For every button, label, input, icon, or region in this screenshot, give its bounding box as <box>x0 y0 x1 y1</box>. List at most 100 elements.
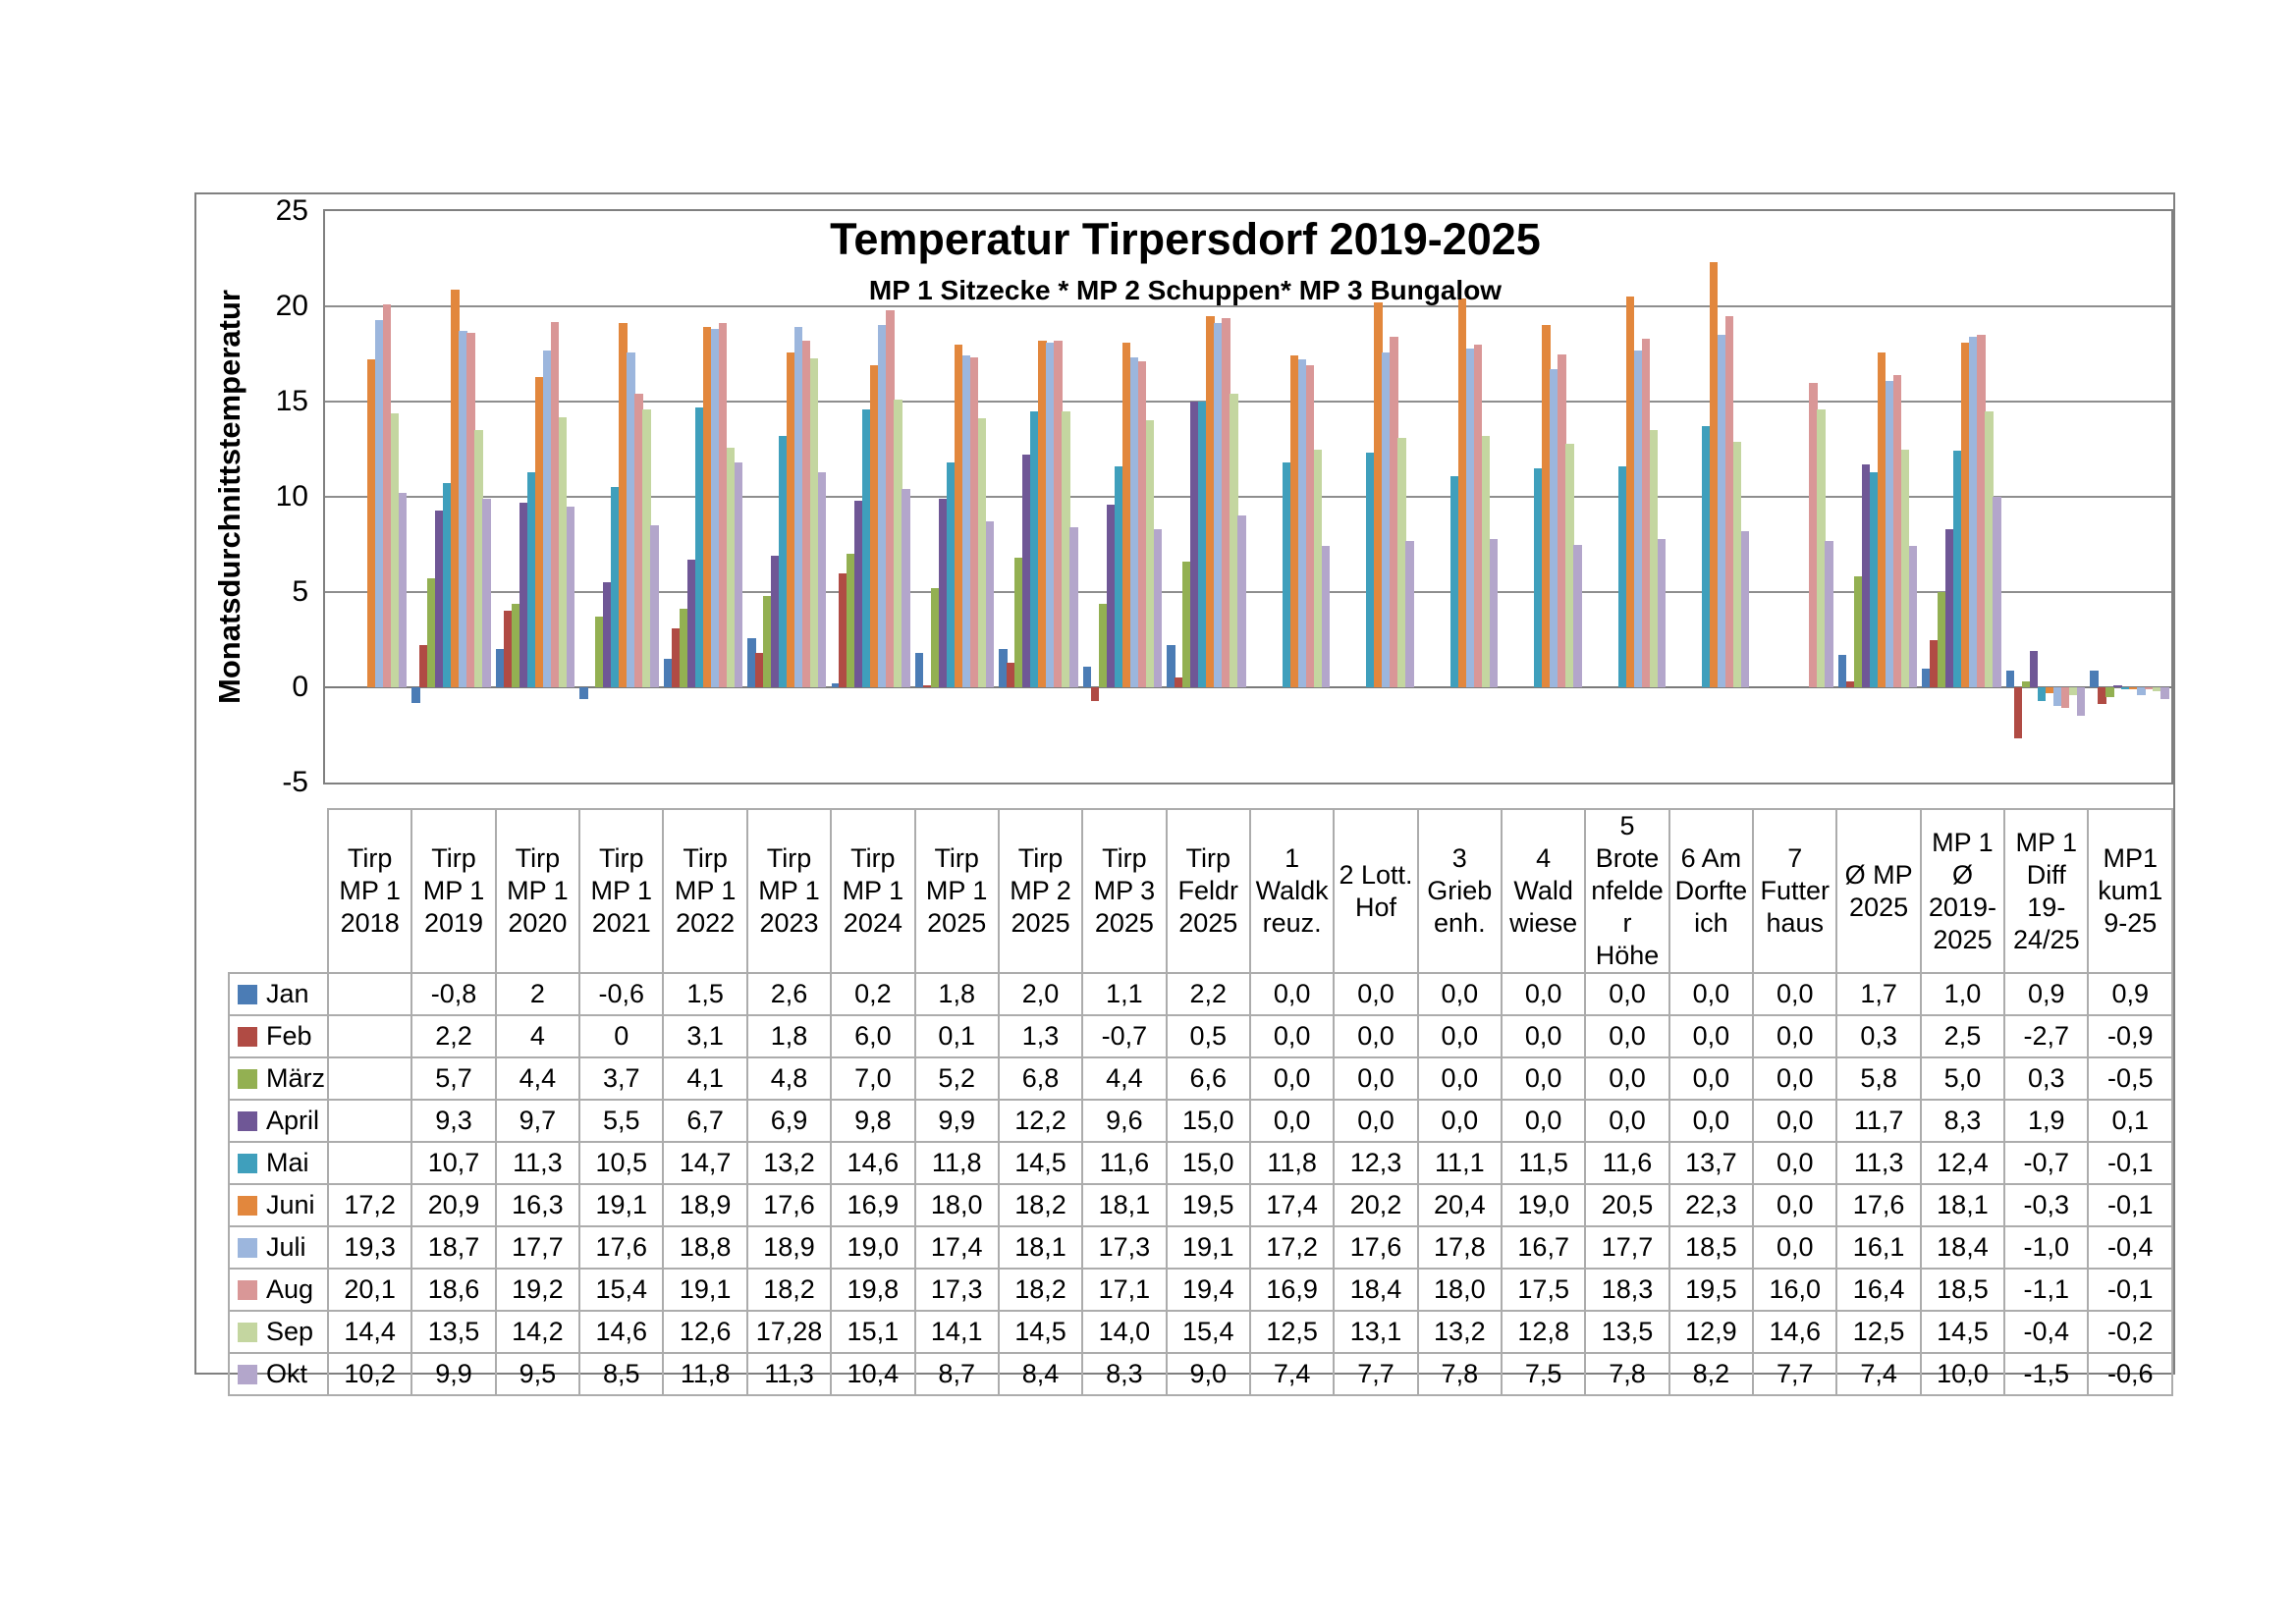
bar-April-8 <box>938 498 948 687</box>
bar-Aug-7 <box>886 309 895 687</box>
plot-area <box>323 209 2173 784</box>
bar-Juli-8 <box>961 355 971 687</box>
value-cell: 1,8 <box>913 972 1000 1016</box>
bar-Sep-18 <box>1817 408 1826 687</box>
bar-Juli-20 <box>1969 337 1978 687</box>
value-cell: 9,6 <box>1081 1099 1168 1143</box>
value-cell: 0,0 <box>1752 1141 1838 1185</box>
bar-Juni-3 <box>534 376 544 687</box>
bar-Juli-12 <box>1297 359 1307 687</box>
value-cell: 9,9 <box>410 1352 497 1396</box>
value-cell: 20,2 <box>1333 1183 1419 1227</box>
value-cell: 0,0 <box>1333 1014 1419 1058</box>
value-cell: 11,3 <box>745 1352 833 1396</box>
bar-Juli-13 <box>1382 352 1391 687</box>
bar-Feb-22 <box>2098 687 2106 705</box>
value-cell: 15,0 <box>1165 1099 1251 1143</box>
bar-Mai-21 <box>2037 687 2047 701</box>
value-cell: 7,8 <box>1416 1352 1503 1396</box>
bar-Okt-11 <box>1237 515 1246 687</box>
value-cell: 2,6 <box>745 972 833 1016</box>
value-cell: 12,9 <box>1667 1310 1755 1354</box>
row-label: Okt <box>228 1352 329 1396</box>
value-cell: 19,1 <box>662 1268 748 1312</box>
value-cell: -2,7 <box>2003 1014 2090 1058</box>
bar-Feb-11 <box>1175 677 1183 687</box>
value-cell: 18,6 <box>410 1268 497 1312</box>
value-cell: 11,8 <box>1248 1141 1336 1185</box>
bar-Juni-20 <box>1961 342 1970 687</box>
value-cell: 20,1 <box>326 1268 413 1312</box>
value-cell: 1,5 <box>662 972 748 1016</box>
bar-Juni-1 <box>366 359 376 687</box>
value-cell: 16,1 <box>1835 1225 1922 1270</box>
bar-April-7 <box>854 500 863 687</box>
data-table: Tirp MP 1 2018 Tirp MP 1 2019 Tirp MP 1 20… <box>228 808 2173 1396</box>
bar-Mai-15 <box>1534 467 1543 687</box>
bar-April-9 <box>1022 455 1031 687</box>
bar-Mai-17 <box>1702 426 1711 687</box>
value-cell: -0,2 <box>2087 1310 2173 1354</box>
y-tick-label: 25 <box>275 194 308 227</box>
bar-Juni-5 <box>702 327 712 687</box>
bar-Feb-9 <box>1007 662 1015 687</box>
bar-Juni-7 <box>870 365 879 687</box>
gridline <box>325 305 2171 307</box>
bar-Juni-16 <box>1625 297 1635 687</box>
value-cell: -0,6 <box>578 972 665 1016</box>
value-cell: 0,0 <box>1500 1014 1587 1058</box>
column-header: Tirp MP 1 2025 <box>913 808 1000 974</box>
row-label: Juni <box>228 1183 329 1227</box>
bar-April-20 <box>1945 528 1954 687</box>
value-cell: 20,5 <box>1584 1183 1670 1227</box>
column-header: 3 Griebenh. <box>1416 808 1503 974</box>
value-cell: 7,0 <box>830 1056 916 1101</box>
value-cell: 18,0 <box>913 1183 1000 1227</box>
bar-Jan-3 <box>495 649 505 687</box>
value-cell: 15,4 <box>1165 1310 1251 1354</box>
table-row: Feb 2,2 4 0 3,1 1,8 6,0 0,1 1,3 -0,7 0,5 0,0 0,0 0,0 0… <box>228 1014 2173 1058</box>
value-cell: 13,2 <box>745 1141 833 1185</box>
value-cell: 0,0 <box>1248 1056 1336 1101</box>
value-cell: 19,3 <box>326 1225 413 1270</box>
bar-März-21 <box>2021 681 2031 687</box>
bar-Jan-7 <box>831 683 840 687</box>
column-header: Tirp MP 1 2022 <box>662 808 748 974</box>
value-cell: 14,1 <box>913 1310 1000 1354</box>
bar-Mai-19 <box>1869 471 1879 687</box>
bar-Mai-3 <box>526 471 536 687</box>
column-header: MP 1 Ø 2019-2025 <box>1919 808 2006 974</box>
bar-Juni-19 <box>1877 352 1886 687</box>
column-header: Ø MP 2025 <box>1835 808 1922 974</box>
column-header: 6 Am Dorfteich <box>1667 808 1755 974</box>
value-cell: 0,0 <box>1500 1056 1587 1101</box>
value-cell: 19,5 <box>1165 1183 1251 1227</box>
value-cell: 16,9 <box>830 1183 916 1227</box>
bar-Feb-21 <box>2013 687 2023 739</box>
row-label: Mai <box>228 1141 329 1185</box>
column-header: Tirp MP 1 2023 <box>745 808 833 974</box>
value-cell: 0,0 <box>1416 1014 1503 1058</box>
bar-Aug-4 <box>634 394 643 687</box>
bar-April-21 <box>2029 651 2039 687</box>
bar-Aug-14 <box>1473 344 1483 687</box>
bar-Juli-4 <box>627 352 635 687</box>
gridline <box>325 401 2171 403</box>
bar-Sep-20 <box>1985 410 1994 687</box>
bar-Feb-10 <box>1090 687 1100 701</box>
bar-Mai-22 <box>2121 687 2130 689</box>
bar-März-3 <box>511 603 520 687</box>
value-cell: 2,0 <box>997 972 1084 1016</box>
value-cell: -0,3 <box>2003 1183 2090 1227</box>
value-cell: 14,6 <box>830 1141 916 1185</box>
bar-Okt-14 <box>1489 538 1499 687</box>
chart-frame: Monatsdurchnittstemperatur 25 20 15 10 5 0 -5 … <box>194 192 2175 1396</box>
bar-Sep-9 <box>1062 410 1070 687</box>
bar-Jan-22 <box>2090 670 2099 687</box>
bar-Jan-11 <box>1167 645 1175 687</box>
column-header: MP 1 Diff 19-24/25 <box>2003 808 2090 974</box>
bar-April-22 <box>2113 685 2122 687</box>
value-cell: -1,5 <box>2003 1352 2090 1396</box>
bar-Sep-17 <box>1732 441 1742 687</box>
value-cell: 18,2 <box>997 1268 1084 1312</box>
